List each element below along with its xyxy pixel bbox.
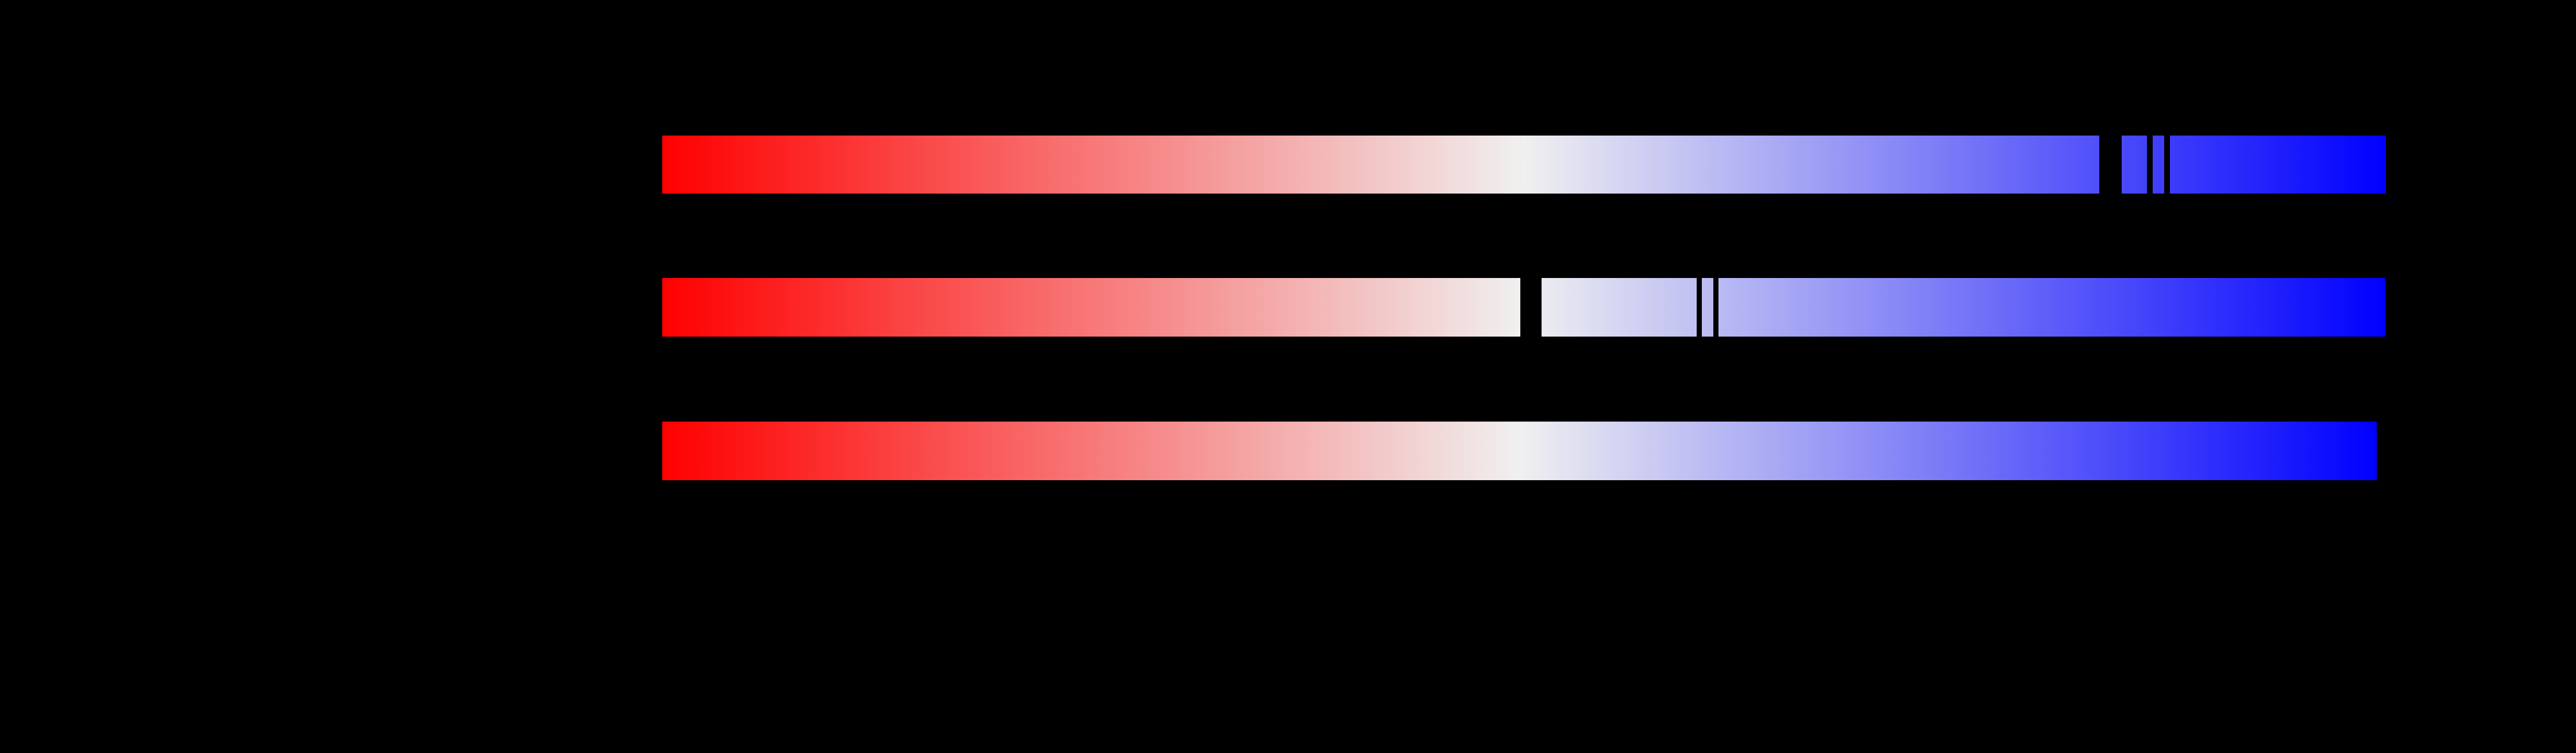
colorbar-strip-3-segment-1 xyxy=(662,422,2377,480)
colorbar-strip-2-segment-4 xyxy=(1718,278,2385,337)
colorbar-strip-2 xyxy=(0,278,2576,337)
colorbar-strip-2-segment-2 xyxy=(1542,278,1697,337)
colorbar-strip-1-segment-1 xyxy=(662,136,2099,194)
colorbar-strip-2-segment-3 xyxy=(1702,278,1713,337)
colorbar-strip-1 xyxy=(0,136,2576,194)
colorbar-strip-3 xyxy=(0,422,2576,480)
colorbar-strip-1-segment-3 xyxy=(2153,136,2164,194)
colorbar-strip-2-segment-1 xyxy=(662,278,1520,337)
colorbar-strip-1-segment-4 xyxy=(2170,136,2386,194)
colorbar-strip-1-segment-2 xyxy=(2122,136,2147,194)
